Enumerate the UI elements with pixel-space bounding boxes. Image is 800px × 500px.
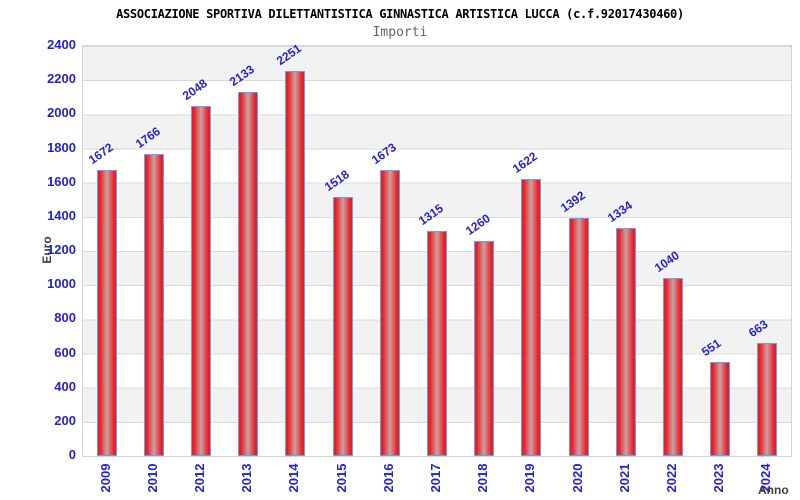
y-tick-label: 1400 — [47, 207, 76, 223]
bar-value-label: 1315 — [415, 201, 446, 228]
x-tick-label-2017: 2017 — [428, 463, 443, 493]
bar-value-label: 1518 — [321, 167, 352, 194]
y-tick-label: 2400 — [47, 37, 76, 52]
plot-area: 1672 1766 2048 2133 2251 1518 1673 1315 1260 1622… — [82, 41, 792, 457]
x-tick-label-2015: 2015 — [333, 463, 349, 493]
x-tick-label-2022: 2022 — [664, 463, 679, 493]
bar-2021 — [616, 228, 636, 456]
chart-subtitle: Importi — [372, 25, 428, 40]
bar-value-label: 2251 — [273, 41, 304, 68]
x-tick-label-2010: 2010 — [144, 463, 160, 493]
bar-value-label: 551 — [698, 336, 724, 359]
bar-value-label: 1672 — [85, 140, 116, 167]
bar-value-label: 2048 — [179, 76, 210, 103]
bar-value-label: 2133 — [226, 62, 257, 89]
bar-2019 — [521, 179, 541, 456]
bar-2023 — [710, 362, 730, 456]
bar-2015 — [333, 197, 353, 456]
bar-2022 — [663, 278, 683, 456]
bar-value-label: 663 — [745, 317, 771, 340]
x-tick-label-2019: 2019 — [522, 463, 538, 493]
bar-2014 — [285, 71, 305, 456]
x-tick-label-2012: 2012 — [192, 463, 207, 493]
bar-2016 — [380, 170, 400, 456]
bar-2020 — [569, 218, 589, 456]
x-tick-label-2014: 2014 — [286, 463, 302, 493]
bar-value-label: 1334 — [604, 198, 635, 225]
bar-2009 — [97, 170, 117, 456]
bar-2018 — [474, 241, 494, 456]
bar-value-label: 1766 — [132, 124, 163, 151]
x-tick-label-2013: 2013 — [239, 463, 255, 493]
x-axis-title: Anno — [758, 483, 789, 497]
bar-value-label: 1260 — [462, 211, 493, 238]
bar-2017 — [427, 231, 447, 456]
bar-value-label: 1673 — [368, 140, 399, 167]
y-tick-label: 0 — [68, 447, 76, 462]
x-tick-label-2016: 2016 — [380, 463, 396, 493]
y-tick-label: 600 — [54, 344, 76, 360]
y-tick-label: 1800 — [47, 139, 76, 155]
chart-title: ASSOCIAZIONE SPORTIVA DILETTANTISTICA GI… — [116, 7, 684, 21]
y-tick-label: 2000 — [47, 105, 76, 121]
x-tick-label-2020: 2020 — [569, 463, 585, 493]
y-tick-label: 400 — [54, 378, 76, 394]
x-tick-label-2023: 2023 — [711, 463, 727, 493]
y-tick-label: 2200 — [47, 71, 76, 87]
bar-2012 — [191, 106, 211, 456]
bar-value-label: 1040 — [651, 248, 682, 275]
bar-2010 — [144, 154, 164, 456]
bar-value-label: 1622 — [509, 149, 540, 176]
y-tick-label: 1600 — [47, 173, 76, 189]
bar-2024 — [757, 343, 777, 456]
y-tick-label: 1000 — [47, 276, 76, 292]
x-tick-label-2018: 2018 — [475, 463, 491, 493]
x-tick-label-2021: 2021 — [616, 463, 632, 493]
y-tick-label: 1200 — [47, 242, 76, 257]
bar-value-label: 1392 — [557, 188, 588, 215]
y-tick-label: 200 — [54, 412, 76, 428]
y-tick-label: 800 — [54, 310, 76, 326]
x-tick-label-2009: 2009 — [97, 463, 113, 493]
bar-2013 — [238, 92, 258, 456]
